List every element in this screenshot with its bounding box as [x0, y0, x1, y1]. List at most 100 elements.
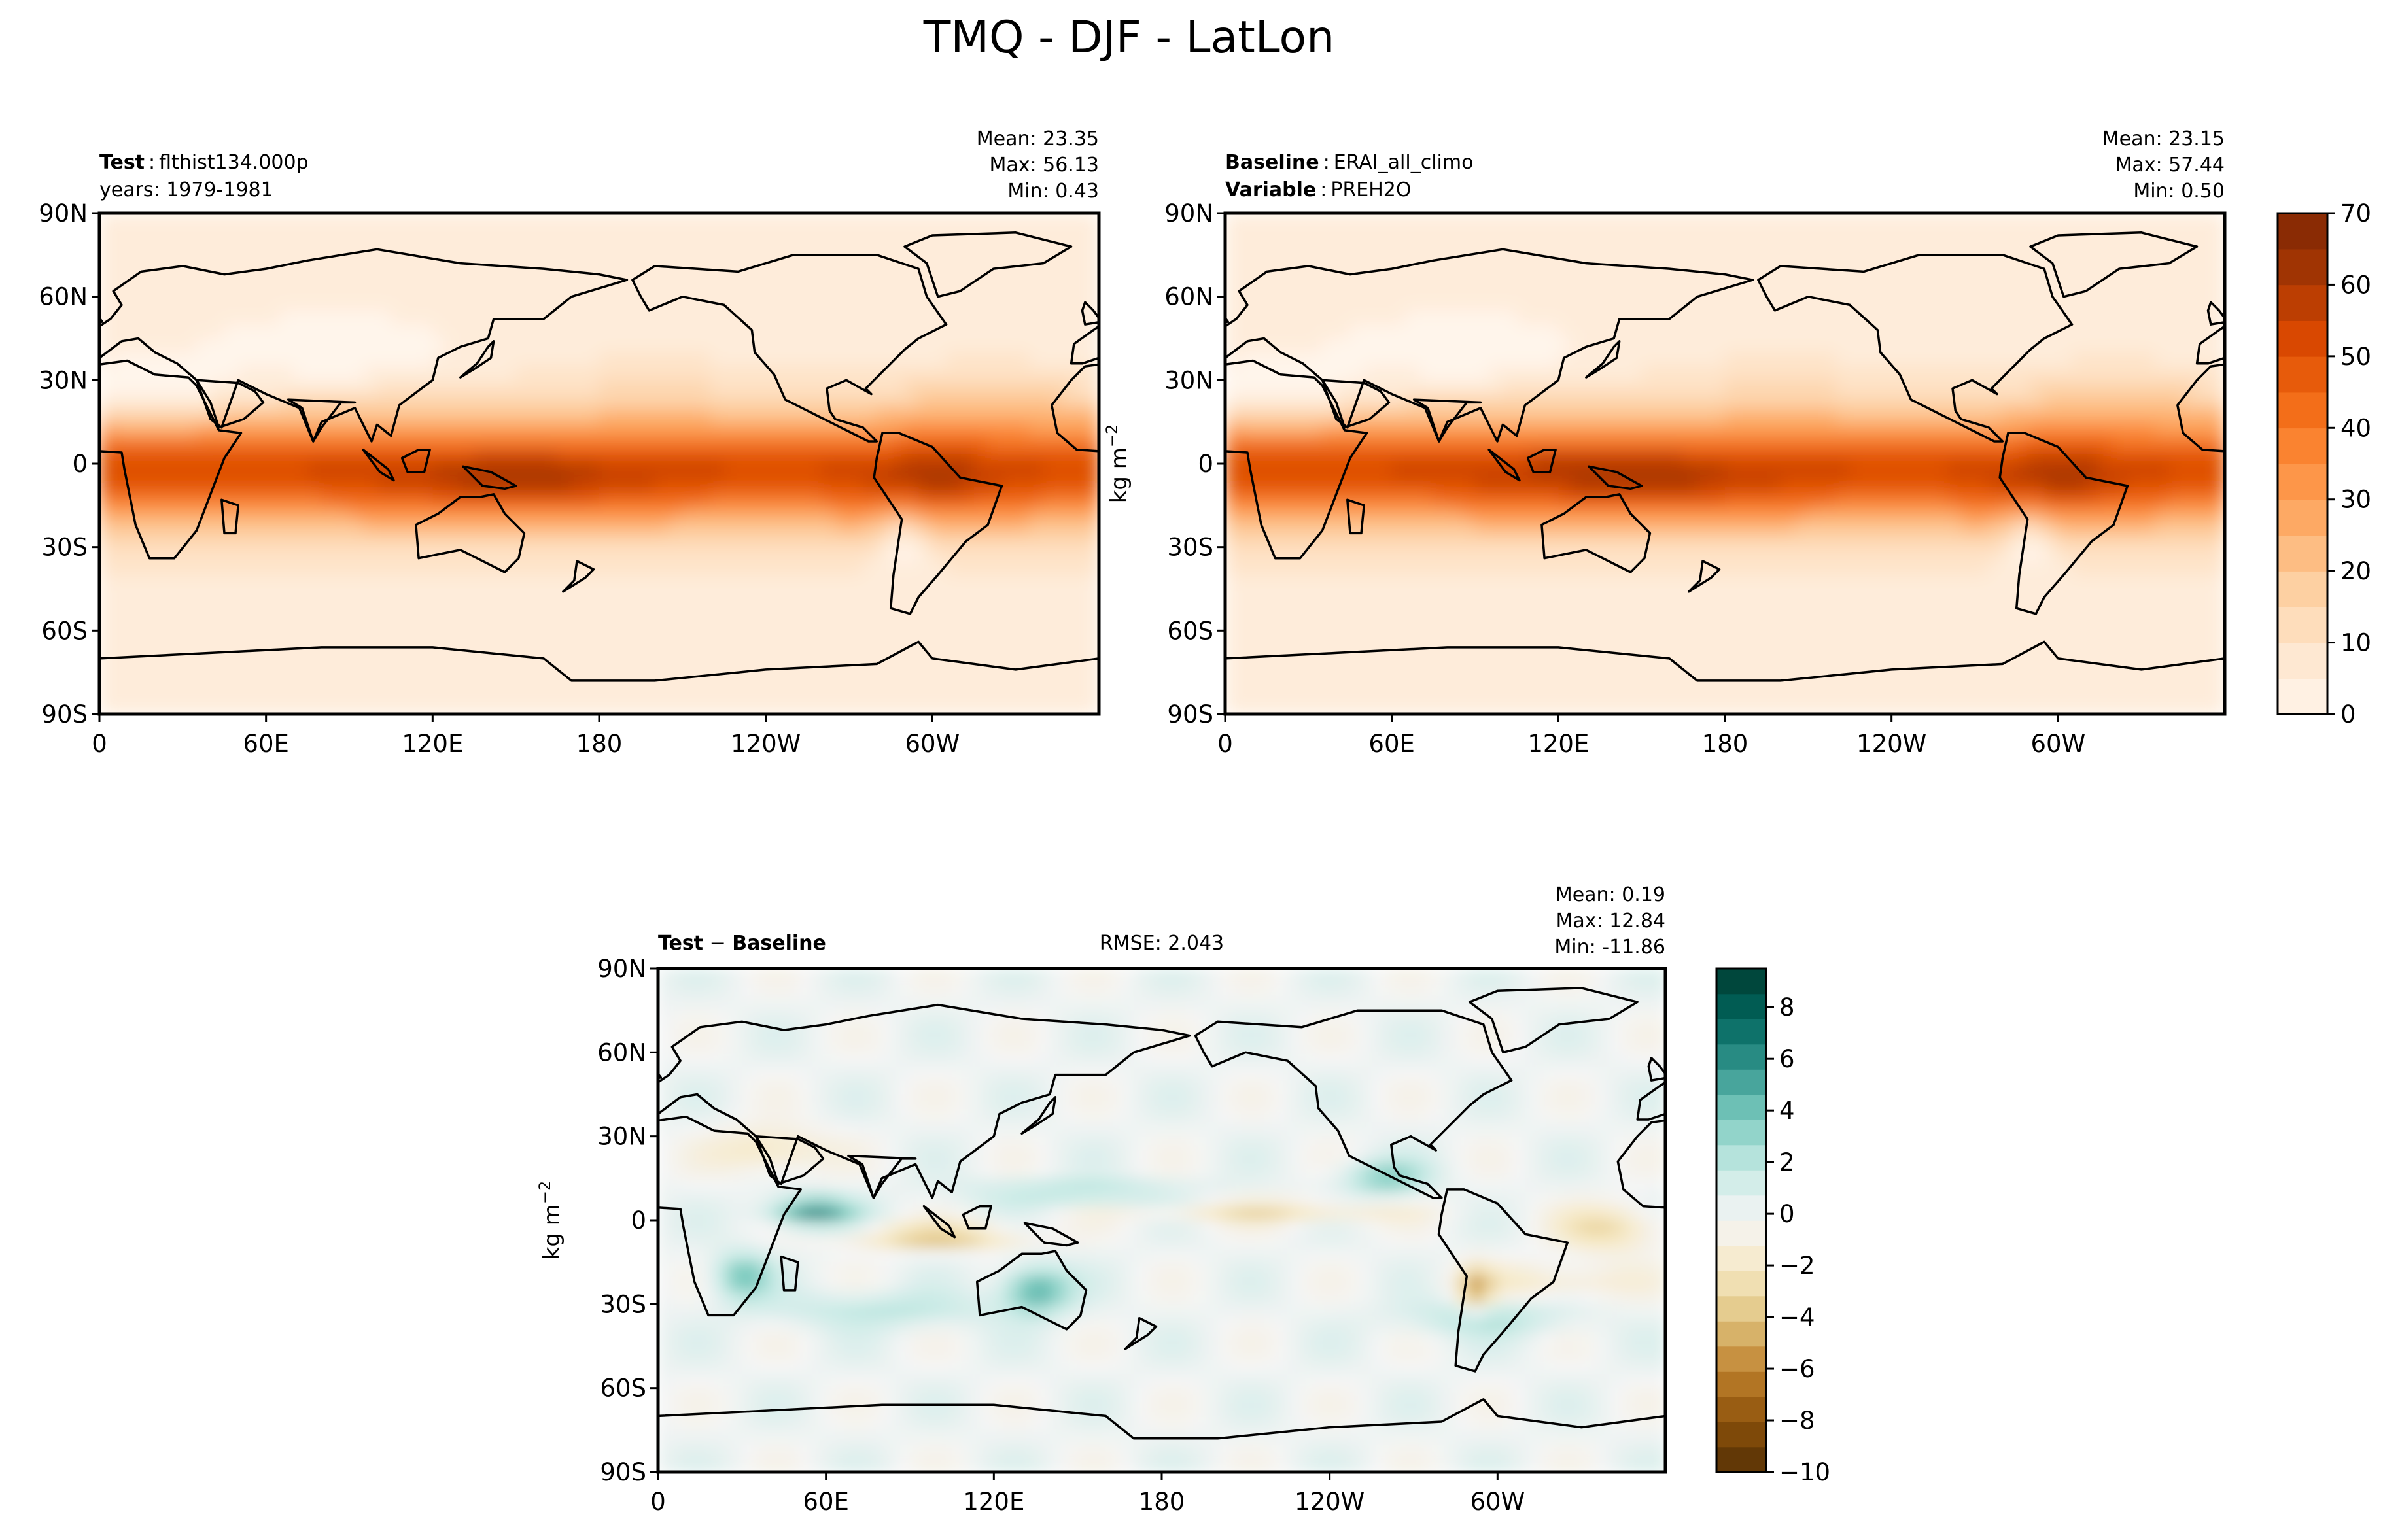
field-cell [1725, 213, 1740, 228]
field-cell [1739, 644, 1754, 660]
field-cell [460, 338, 476, 353]
field-cell [1905, 324, 1921, 339]
field-cell [918, 617, 933, 632]
field-cell [1919, 589, 1934, 604]
field-cell [765, 491, 781, 507]
field-cell [1029, 407, 1045, 423]
field-cell [1655, 602, 1671, 618]
field-cell [1891, 407, 1907, 423]
field-cell [1572, 422, 1587, 437]
field-cell [752, 477, 767, 492]
field-cell [294, 519, 309, 534]
field-cell [391, 213, 406, 228]
field-cell [599, 644, 614, 660]
field-cell [779, 407, 795, 423]
field-cell [432, 436, 447, 451]
field-cell [377, 254, 392, 270]
field-cell [724, 227, 739, 242]
field-cell [127, 602, 142, 618]
field-cell [1600, 422, 1615, 437]
field-cell [183, 338, 198, 353]
field-cell [1378, 227, 1393, 242]
field-cell [169, 464, 184, 479]
field-cell [863, 352, 878, 368]
field-cell [974, 560, 989, 576]
field-cell [1530, 213, 1546, 228]
field-cell [294, 338, 309, 353]
field-cell [765, 407, 781, 423]
field-cell [1544, 436, 1559, 451]
field-cell [1933, 533, 1948, 548]
field-cell [960, 630, 975, 645]
field-cell [1683, 352, 1698, 368]
field-cell [1364, 658, 1379, 674]
field-cell [654, 560, 670, 576]
field-cell [821, 296, 836, 312]
field-cell [2072, 296, 2087, 312]
field-cell [1071, 602, 1086, 618]
field-cell [1043, 644, 1058, 660]
field-cell [154, 394, 170, 409]
field-cell [321, 449, 336, 465]
field-cell [1308, 407, 1323, 423]
field-cell [918, 407, 933, 423]
field-cell [1614, 436, 1629, 451]
field-cell [1669, 464, 1684, 479]
field-cell [585, 254, 600, 270]
field-cell [1029, 352, 1045, 368]
field-cell [932, 700, 947, 714]
field-cell [529, 547, 545, 562]
field-cell [224, 366, 239, 381]
field-cell [1822, 449, 1837, 465]
field-cell [2058, 213, 2073, 228]
field-cell [640, 491, 656, 507]
field-cell [1015, 686, 1031, 701]
field-cell [1015, 310, 1031, 326]
field-cell [169, 672, 184, 687]
field-cell [404, 227, 420, 242]
field-cell [557, 449, 572, 465]
field-cell [1864, 464, 1879, 479]
field-cell [154, 436, 170, 451]
field-cell [1558, 227, 1573, 242]
field-cell [1308, 519, 1323, 534]
field-cell [1960, 519, 1976, 534]
field-cell [627, 575, 642, 590]
field-cell [2210, 366, 2225, 381]
field-cell [1391, 491, 1407, 507]
field-cell [1947, 449, 1962, 465]
field-cell [1752, 324, 1767, 339]
field-cell [377, 352, 392, 368]
field-cell [502, 449, 517, 465]
field-cell [599, 436, 614, 451]
field-cell [1822, 422, 1837, 437]
field-cell [2210, 422, 2225, 437]
field-cell [1516, 505, 1532, 521]
field-cell [1071, 519, 1086, 534]
field-cell [849, 672, 864, 687]
field-cell [2197, 560, 2212, 576]
field-cell [154, 227, 170, 242]
field-cell [1280, 491, 1296, 507]
field-cell [738, 505, 753, 521]
field-cell [1850, 407, 1865, 423]
field-cell [1891, 227, 1907, 242]
field-cell [321, 700, 336, 714]
field-cell [1947, 213, 1962, 228]
field-cell [1794, 547, 1809, 562]
field-cell [1641, 366, 1657, 381]
field-cell [2155, 464, 2170, 479]
field-cell [1794, 436, 1809, 451]
field-cell [877, 560, 892, 576]
field-cell [169, 338, 184, 353]
field-cell [169, 436, 184, 451]
field-cell [1835, 338, 1851, 353]
field-cell [1043, 449, 1058, 465]
field-cell [1015, 213, 1031, 228]
field-cell [571, 630, 586, 645]
field-cell [154, 254, 170, 270]
field-cell [918, 686, 933, 701]
field-cell [1905, 617, 1921, 632]
field-cell [349, 477, 364, 492]
field-cell [544, 296, 559, 312]
